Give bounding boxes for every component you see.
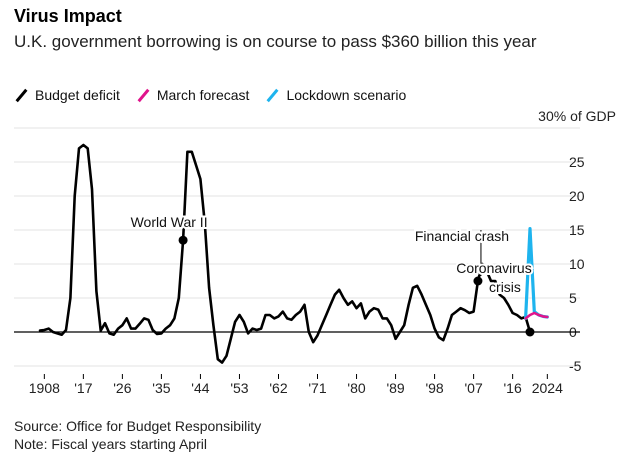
y-tick-label: 25 [569, 154, 585, 170]
legend-label-march-forecast: March forecast [156, 87, 250, 103]
annotation-world-war-ii: World War II [131, 214, 208, 230]
chart-subtitle: U.K. government borrowing is on course t… [14, 32, 537, 51]
march-forecast-line [524, 311, 549, 320]
marker-world-war-ii [178, 235, 188, 245]
marker-financial-crash [473, 276, 483, 286]
x-tick-label: '89 [386, 380, 404, 396]
y-tick-label: -5 [569, 358, 582, 374]
x-tick-label: '62 [269, 380, 287, 396]
legend-label-lockdown-scenario: Lockdown scenario [286, 87, 407, 103]
legend: Budget deficit March forecast Lockdown s… [14, 86, 422, 104]
chart-title: Virus Impact [14, 6, 122, 26]
legend-item-lockdown-scenario: Lockdown scenario [265, 87, 406, 103]
legend-item-march-forecast: March forecast [136, 87, 250, 103]
y-tick-label: 10 [569, 256, 585, 272]
x-tick-label: '17 [74, 380, 92, 396]
budget-deficit-line [38, 143, 532, 364]
y-axis-unit-label: 30% of GDP [538, 108, 616, 124]
legend-item-budget-deficit: Budget deficit [14, 87, 120, 103]
x-tick-label: '16 [504, 380, 522, 396]
x-tick-label: '71 [308, 380, 326, 396]
x-tick-label: '98 [425, 380, 443, 396]
fiscal-year-note: Note: Fiscal years starting April [14, 436, 207, 452]
x-tick-label: '44 [191, 380, 209, 396]
annotation-coronavirus-crisis-line2: crisis [489, 279, 521, 295]
annotation-coronavirus-crisis-line1: Coronavirus [456, 260, 531, 276]
y-tick-label: 15 [569, 222, 585, 238]
source-note: Source: Office for Budget Responsibility [14, 418, 262, 434]
x-tick-label: '53 [230, 380, 248, 396]
marker-coronavirus-crisis [525, 327, 535, 337]
x-tick-label: '07 [464, 380, 482, 396]
x-tick-label: 2024 [532, 380, 563, 396]
x-tick-label: '80 [347, 380, 365, 396]
legend-label-budget-deficit: Budget deficit [35, 87, 120, 103]
x-tick-label: '26 [113, 380, 131, 396]
x-tick-label: 1908 [29, 380, 60, 396]
x-tick-label: '35 [152, 380, 170, 396]
y-tick-label: 5 [569, 290, 577, 306]
annotation-financial-crash: Financial crash [415, 228, 509, 244]
y-tick-label: 20 [569, 188, 585, 204]
